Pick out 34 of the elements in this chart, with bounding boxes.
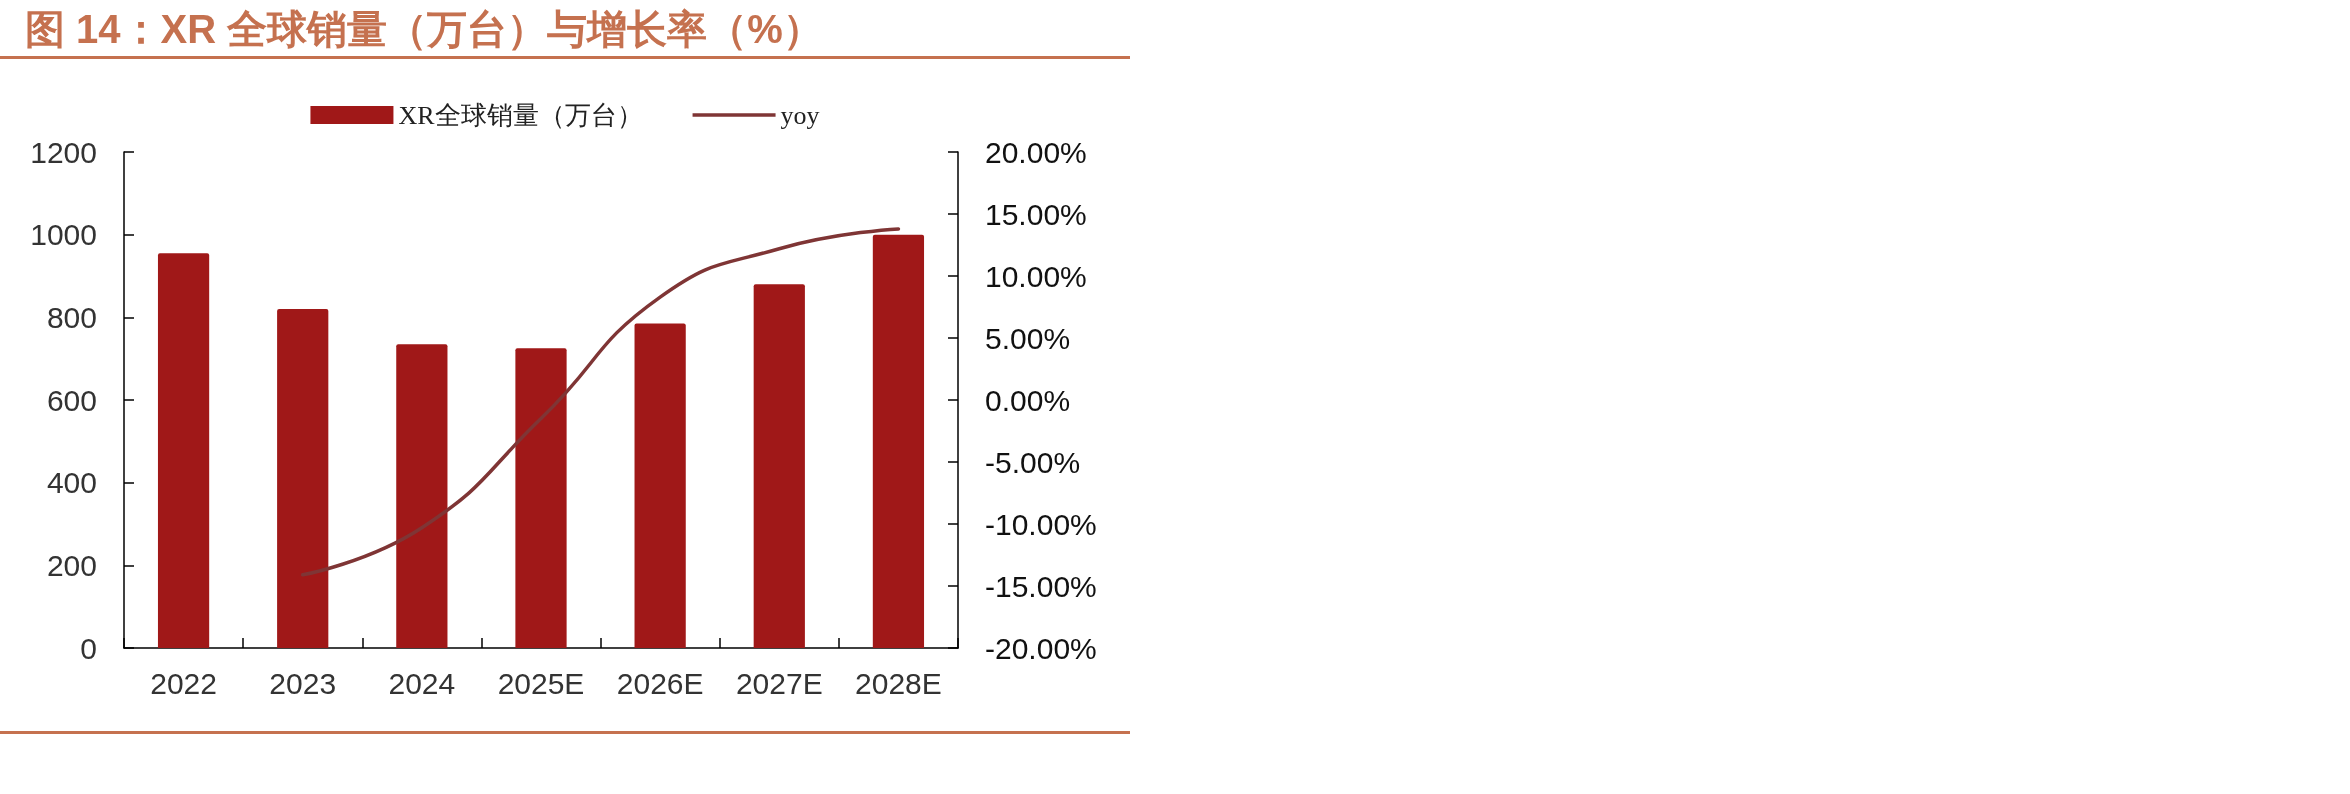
- bar: [277, 309, 329, 648]
- y2-tick-label: -15.00%: [985, 569, 1097, 603]
- x-tick-label: 2027E: [735, 666, 823, 700]
- y2-tick-label: 15.00%: [985, 197, 1087, 231]
- x-tick-label: 2026E: [616, 666, 704, 700]
- y2-tick-label: 5.00%: [985, 321, 1071, 355]
- y2-tick-label: -20.00%: [985, 631, 1097, 665]
- y-tick-label: 200: [46, 548, 97, 582]
- y2-tick-label: -10.00%: [985, 507, 1097, 541]
- y-tick-label: 1200: [30, 135, 97, 169]
- y2-tick-label: 10.00%: [985, 259, 1087, 293]
- y-tick-label: 800: [46, 300, 97, 334]
- x-tick-label: 2023: [269, 666, 337, 700]
- y2-tick-label: 20.00%: [985, 135, 1087, 169]
- x-tick-label: 2022: [150, 666, 217, 700]
- line-series: [300, 227, 901, 577]
- x-tick-label: 2028E: [855, 666, 942, 700]
- legend-label: XR全球销量（万台）: [398, 100, 643, 130]
- bar: [396, 344, 448, 648]
- x-tick-label: 2024: [388, 666, 456, 700]
- bar: [157, 253, 210, 648]
- bar: [872, 234, 925, 648]
- bar: [515, 348, 567, 648]
- y2-tick-label: 0.00%: [985, 383, 1071, 417]
- y-tick-label: 600: [46, 383, 97, 417]
- y-tick-label: 0: [80, 631, 97, 665]
- chart-title: 图 14：XR 全球销量（万台）与增长率（%）: [25, 7, 823, 51]
- bar: [753, 284, 805, 648]
- bar: [634, 323, 686, 648]
- legend-label: yoy: [780, 100, 820, 130]
- y-tick-label: 1000: [30, 218, 97, 252]
- y-tick-label: 400: [46, 466, 97, 500]
- x-tick-label: 2025E: [497, 666, 585, 700]
- y2-tick-label: -5.00%: [985, 445, 1081, 479]
